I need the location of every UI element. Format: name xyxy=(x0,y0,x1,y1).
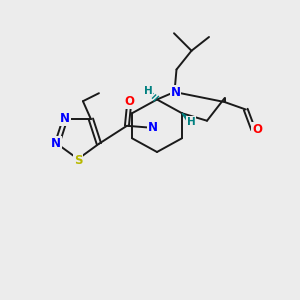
Text: H: H xyxy=(187,117,195,127)
Polygon shape xyxy=(182,113,193,124)
Text: H: H xyxy=(144,85,152,95)
Text: S: S xyxy=(74,154,82,166)
Text: O: O xyxy=(124,95,134,108)
Text: N: N xyxy=(148,121,158,134)
Text: N: N xyxy=(51,137,61,150)
Text: N: N xyxy=(60,112,70,125)
Text: N: N xyxy=(170,85,181,98)
Text: O: O xyxy=(252,123,262,136)
